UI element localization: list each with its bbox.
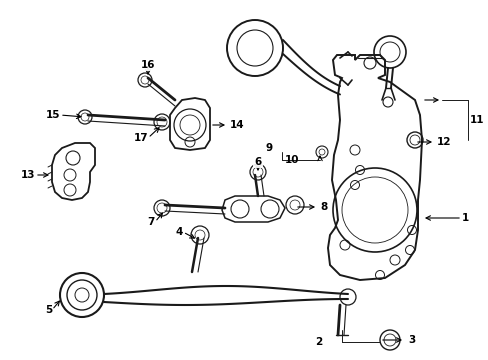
Text: 3: 3 — [407, 335, 414, 345]
Text: 4: 4 — [175, 227, 183, 237]
Text: 11: 11 — [469, 115, 484, 125]
Text: 2: 2 — [314, 337, 322, 347]
Text: 14: 14 — [229, 120, 244, 130]
Text: 7: 7 — [147, 217, 155, 227]
Text: 5: 5 — [45, 305, 52, 315]
Text: 6: 6 — [254, 157, 261, 167]
Text: 17: 17 — [133, 133, 148, 143]
Text: 9: 9 — [264, 143, 271, 153]
Text: 13: 13 — [20, 170, 35, 180]
Text: 10: 10 — [285, 155, 299, 165]
Text: 15: 15 — [45, 110, 60, 120]
Text: 1: 1 — [461, 213, 468, 223]
Text: 8: 8 — [319, 202, 326, 212]
Text: 16: 16 — [141, 60, 155, 70]
Text: 12: 12 — [436, 137, 450, 147]
